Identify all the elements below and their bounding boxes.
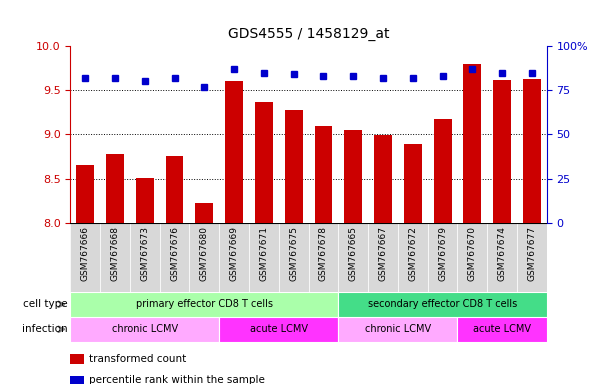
Text: GSM767674: GSM767674	[498, 226, 507, 281]
FancyBboxPatch shape	[70, 292, 338, 317]
FancyBboxPatch shape	[488, 223, 517, 292]
Text: percentile rank within the sample: percentile rank within the sample	[89, 375, 265, 384]
Bar	[70, 376, 84, 384]
Text: GSM767676: GSM767676	[170, 226, 179, 281]
Text: chronic LCMV: chronic LCMV	[365, 324, 431, 334]
FancyBboxPatch shape	[517, 223, 547, 292]
FancyBboxPatch shape	[338, 223, 368, 292]
Text: GSM767678: GSM767678	[319, 226, 328, 281]
FancyBboxPatch shape	[249, 223, 279, 292]
Text: primary effector CD8 T cells: primary effector CD8 T cells	[136, 299, 273, 310]
FancyBboxPatch shape	[279, 223, 309, 292]
Text: GSM767665: GSM767665	[349, 226, 357, 281]
FancyBboxPatch shape	[458, 317, 547, 342]
Bar	[345, 130, 362, 223]
FancyBboxPatch shape	[70, 223, 100, 292]
FancyBboxPatch shape	[338, 292, 547, 317]
Bar	[136, 178, 154, 223]
Text: GSM767675: GSM767675	[289, 226, 298, 281]
FancyBboxPatch shape	[428, 223, 458, 292]
Bar	[315, 126, 332, 223]
FancyBboxPatch shape	[219, 223, 249, 292]
Text: GSM767680: GSM767680	[200, 226, 209, 281]
FancyBboxPatch shape	[368, 223, 398, 292]
FancyBboxPatch shape	[159, 223, 189, 292]
Text: cell type: cell type	[23, 299, 67, 310]
Text: acute LCMV: acute LCMV	[473, 324, 531, 334]
FancyBboxPatch shape	[338, 317, 458, 342]
Text: GSM767672: GSM767672	[408, 226, 417, 281]
Bar	[463, 64, 481, 223]
Text: transformed count: transformed count	[89, 354, 186, 364]
Bar	[70, 354, 84, 364]
Bar	[106, 154, 124, 223]
Text: GSM767670: GSM767670	[468, 226, 477, 281]
FancyBboxPatch shape	[398, 223, 428, 292]
Text: GSM767666: GSM767666	[81, 226, 90, 281]
Text: GSM767671: GSM767671	[260, 226, 268, 281]
Bar	[196, 203, 213, 223]
FancyBboxPatch shape	[130, 223, 159, 292]
FancyBboxPatch shape	[309, 223, 338, 292]
Bar	[493, 79, 511, 223]
Bar	[404, 144, 422, 223]
Bar	[523, 79, 541, 223]
Bar	[76, 165, 94, 223]
Bar	[285, 110, 302, 223]
Text: acute LCMV: acute LCMV	[250, 324, 308, 334]
FancyBboxPatch shape	[189, 223, 219, 292]
Text: chronic LCMV: chronic LCMV	[112, 324, 178, 334]
Title: GDS4555 / 1458129_at: GDS4555 / 1458129_at	[228, 27, 389, 41]
Text: secondary effector CD8 T cells: secondary effector CD8 T cells	[368, 299, 518, 310]
Bar	[166, 157, 183, 223]
Text: GSM767677: GSM767677	[527, 226, 536, 281]
FancyBboxPatch shape	[100, 223, 130, 292]
Text: GSM767679: GSM767679	[438, 226, 447, 281]
Bar	[434, 119, 452, 223]
FancyBboxPatch shape	[70, 317, 219, 342]
Bar	[225, 81, 243, 223]
Text: GSM767673: GSM767673	[141, 226, 149, 281]
Text: GSM767668: GSM767668	[111, 226, 119, 281]
FancyBboxPatch shape	[219, 317, 338, 342]
Text: GSM767667: GSM767667	[379, 226, 387, 281]
Text: infection: infection	[21, 324, 67, 334]
Bar	[255, 102, 273, 223]
FancyBboxPatch shape	[458, 223, 488, 292]
Bar	[374, 135, 392, 223]
Text: GSM767669: GSM767669	[230, 226, 238, 281]
